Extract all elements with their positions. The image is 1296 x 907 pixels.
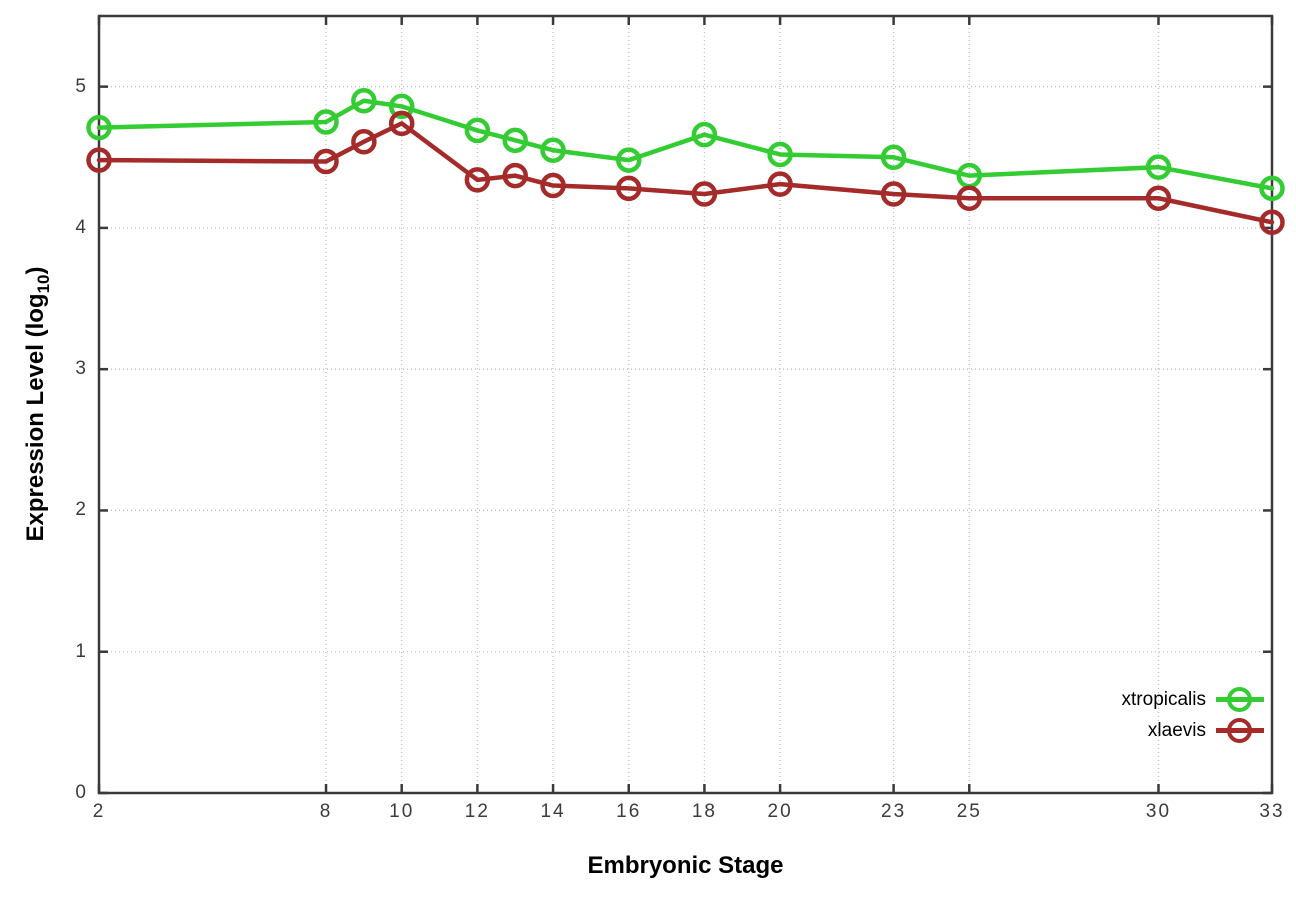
y-tick-label: 2 <box>75 499 88 521</box>
x-tick-label: 12 <box>464 801 490 822</box>
x-tick-label: 20 <box>767 801 793 822</box>
legend-marker-icon <box>1227 686 1252 712</box>
data-point-xlaevis <box>464 167 491 193</box>
x-tick-label: 10 <box>389 801 415 822</box>
legend-label: xlaevis <box>1147 720 1206 741</box>
data-point-xtropicalis <box>691 121 718 148</box>
data-point-xtropicalis <box>615 147 642 173</box>
y-tick-label: 3 <box>75 358 88 380</box>
y-axis-title: Expression Level (log10) <box>22 266 53 542</box>
data-point-xtropicalis <box>464 117 491 144</box>
legend-label: xtropicalis <box>1121 689 1206 710</box>
x-tick-label: 33 <box>1259 801 1285 822</box>
x-tick-label: 8 <box>319 801 333 822</box>
data-point-xtropicalis <box>86 114 112 141</box>
data-point-xlaevis <box>691 181 718 207</box>
legend-line-sample <box>1216 686 1264 713</box>
data-point-xtropicalis <box>1145 154 1172 180</box>
data-point-xtropicalis <box>502 127 528 154</box>
legend: xtropicalis xlaevis <box>1122 684 1264 746</box>
data-point-xtropicalis <box>313 109 339 135</box>
x-tick-label: 2 <box>92 801 106 822</box>
data-point-xtropicalis <box>1259 175 1285 202</box>
y-axis-title-prefix: Expression Level (log <box>22 293 49 542</box>
legend-marker-icon <box>1227 717 1252 743</box>
data-point-xlaevis <box>86 147 112 173</box>
data-point-xlaevis <box>313 148 339 175</box>
y-tick-label: 4 <box>75 216 88 238</box>
data-point-xlaevis <box>502 162 528 189</box>
x-tick-label: 30 <box>1145 801 1172 822</box>
y-axis-title-subscript: 10 <box>34 274 53 294</box>
data-point-xlaevis <box>540 172 566 199</box>
data-point-xtropicalis <box>388 93 415 120</box>
series-line-xlaevis <box>96 121 1275 225</box>
data-point-xlaevis <box>956 185 983 211</box>
data-point-xlaevis <box>767 171 793 197</box>
legend-item-xlaevis: xlaevis <box>1122 715 1264 746</box>
data-point-xlaevis <box>880 181 907 207</box>
data-point-xtropicalis <box>540 137 566 163</box>
plot-border <box>97 14 1274 795</box>
x-tick-label: 18 <box>691 801 717 822</box>
data-point-xtropicalis <box>767 141 793 168</box>
y-tick-label: 1 <box>75 640 88 662</box>
legend-item-xtropicalis: xtropicalis <box>1122 684 1264 715</box>
data-point-xlaevis <box>351 128 377 155</box>
x-tick-label: 16 <box>616 801 642 822</box>
data-point-xlaevis <box>615 175 642 202</box>
y-tick-label: 5 <box>75 75 88 97</box>
y-axis-title-suffix: ) <box>22 266 49 275</box>
data-point-xlaevis <box>388 110 415 137</box>
y-tick-label: 0 <box>75 782 88 803</box>
data-point-xlaevis <box>1145 185 1172 211</box>
data-point-xtropicalis <box>880 144 907 171</box>
data-point-xlaevis <box>1259 209 1285 236</box>
x-tick-label: 25 <box>956 801 982 822</box>
x-tick-label: 23 <box>881 801 907 822</box>
x-axis-title: Embryonic Stage <box>587 852 784 879</box>
series-line-xtropicalis <box>96 98 1275 191</box>
data-point-xtropicalis <box>351 88 377 114</box>
x-tick-label: 14 <box>540 801 566 822</box>
legend-line-sample <box>1216 717 1264 744</box>
